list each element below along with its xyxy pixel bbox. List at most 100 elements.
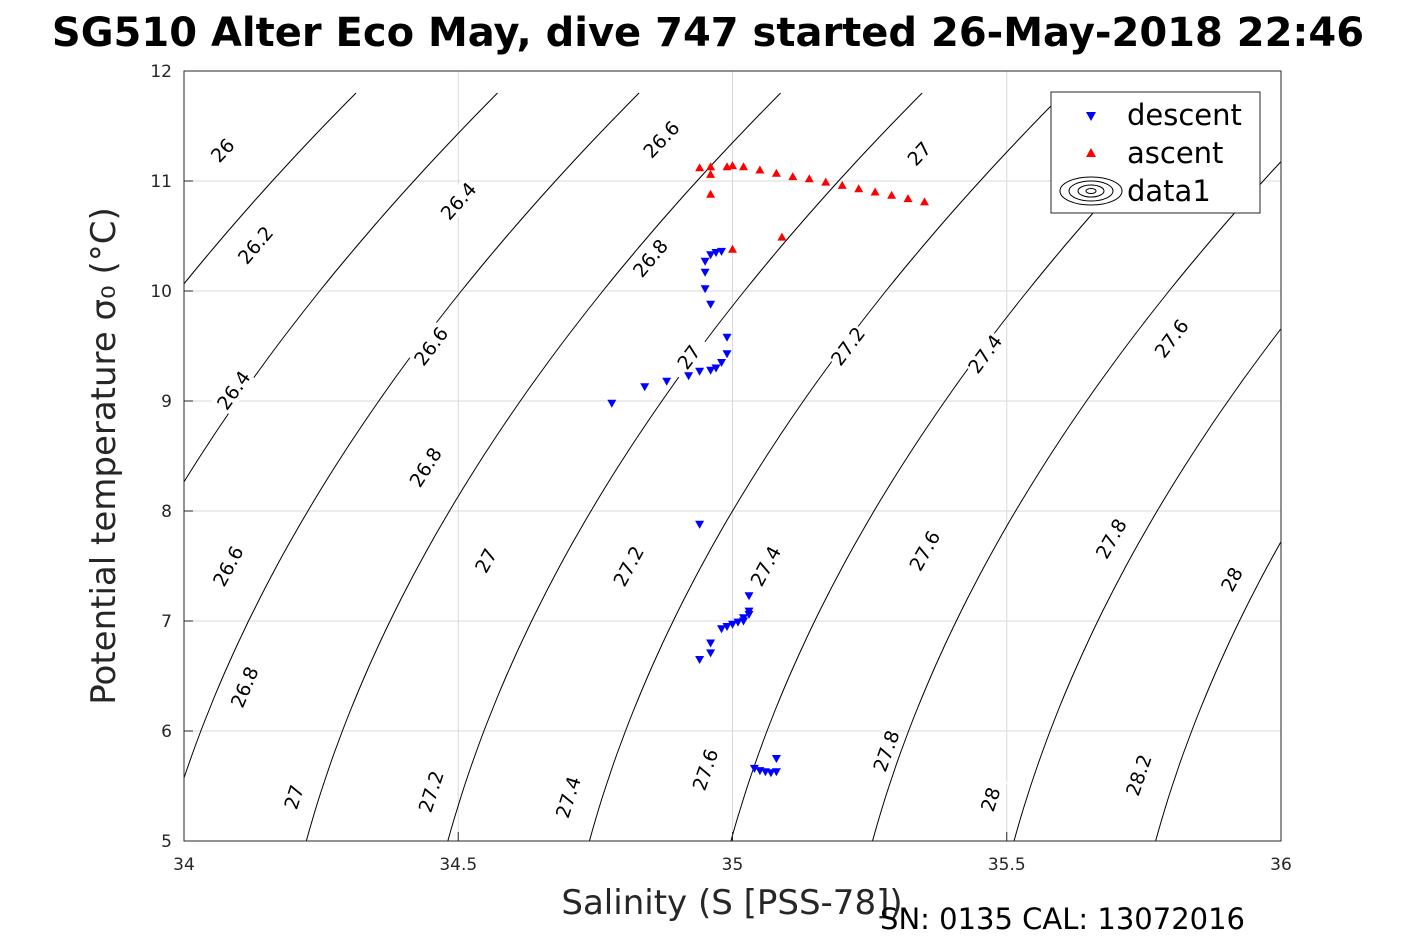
contour-label-bg <box>745 541 786 591</box>
descent-point <box>695 367 705 376</box>
descent-point <box>695 656 705 664</box>
contour-label-bg <box>638 115 685 163</box>
descent-point <box>722 333 732 342</box>
contour-label-bg <box>687 745 723 794</box>
data-markers <box>607 161 929 778</box>
legend-contour-icon <box>1059 176 1123 206</box>
contour-label-bg <box>435 177 482 225</box>
density-contours <box>184 92 1281 841</box>
contour-line <box>1155 540 1281 841</box>
descent-point <box>771 755 781 763</box>
contour-line <box>184 92 498 483</box>
contour-label-bg <box>962 329 1007 378</box>
ascent-point <box>706 169 716 178</box>
descent-point <box>717 247 726 256</box>
descent-point <box>662 377 672 386</box>
descent-point <box>706 649 716 658</box>
contour-label-bg <box>550 772 586 822</box>
descent-point <box>744 607 754 616</box>
descent-point <box>722 350 732 359</box>
y-tick-label: 10 <box>150 282 172 302</box>
legend-ascent-label: ascent <box>1127 136 1223 170</box>
x-tick-label: 34.5 <box>439 855 477 875</box>
ascent-point <box>837 180 847 189</box>
contour-label-bg <box>973 774 1008 824</box>
descent-point <box>728 620 737 629</box>
descent-point <box>700 257 710 266</box>
y-tick-label: 8 <box>161 502 172 522</box>
x-tick-label: 35 <box>722 855 744 875</box>
legend-descent-label: descent <box>1127 98 1242 132</box>
ascent-point <box>706 162 716 171</box>
contour-line <box>588 92 1065 841</box>
contour-label-bg <box>825 321 870 371</box>
ascent-point <box>804 174 814 183</box>
y-tick-label: 7 <box>161 612 172 632</box>
contour-label-bg <box>627 234 673 282</box>
contour-label-bg <box>232 220 278 269</box>
contour-line <box>184 92 640 780</box>
descent-point <box>766 769 776 778</box>
descent-point <box>711 249 721 257</box>
y-tick-label: 12 <box>150 62 172 82</box>
contour-label-bg <box>1149 314 1194 363</box>
ascent-point <box>771 168 781 177</box>
ascent-point <box>755 165 765 174</box>
descent-point <box>607 399 617 408</box>
legend-data1-label: data1 <box>1127 174 1211 208</box>
descent-point <box>711 364 721 373</box>
ascent-point <box>920 197 929 206</box>
contour-label-bg <box>225 662 264 712</box>
descent-point <box>706 639 716 648</box>
contour-line <box>730 92 1206 841</box>
y-tick-label: 6 <box>161 722 172 742</box>
descent-point <box>739 614 748 623</box>
contour-label-bg <box>608 541 649 591</box>
contour-label-bg <box>666 332 711 382</box>
ascent-point <box>728 244 737 253</box>
y-tick-label: 9 <box>161 392 172 412</box>
contour-label-bg <box>868 726 904 776</box>
ascent-point <box>728 161 737 170</box>
x-tick-label: 35.5 <box>988 855 1026 875</box>
y-tick-label: 11 <box>150 172 172 192</box>
contour-line <box>447 92 923 841</box>
ascent-point <box>887 190 897 199</box>
contour-label-bg <box>1090 513 1132 564</box>
axis-ticks: 34 34.5 35 35.5 36 5 6 7 8 9 10 11 12 <box>150 62 1291 875</box>
legend: descent ascent data1 <box>1050 91 1261 214</box>
legend-ascent-marker <box>1086 148 1096 157</box>
serial-calibration-note: SN: 0135 CAL: 13072016 <box>880 902 1245 936</box>
descent-point <box>706 300 716 309</box>
legend-box <box>1050 91 1261 214</box>
ascent-point <box>739 162 748 171</box>
contour-line <box>1013 327 1281 841</box>
x-tick-label: 34 <box>173 855 195 875</box>
descent-point <box>749 764 759 773</box>
ascent-point <box>854 184 864 193</box>
descent-point <box>717 625 726 634</box>
ascent-point <box>821 177 831 186</box>
contour-line <box>184 92 357 285</box>
contour-label-bg <box>199 126 246 174</box>
descent-point <box>706 251 716 260</box>
descent-point <box>700 268 710 277</box>
legend-descent-marker <box>1086 112 1096 121</box>
contour-line <box>305 92 781 841</box>
ascent-point <box>903 194 913 203</box>
descent-point <box>771 768 781 777</box>
contour-label-bg <box>408 321 453 371</box>
contour-label-bg <box>211 365 256 415</box>
y-tick-label: 5 <box>161 832 172 852</box>
contour-label-bg <box>207 541 249 591</box>
contour-label-bg <box>413 767 449 816</box>
contour-label-bg <box>404 442 447 492</box>
contour-label-bg <box>465 535 506 586</box>
descent-point <box>722 623 732 631</box>
ascent-point <box>706 189 716 198</box>
descent-point <box>706 366 716 375</box>
descent-point <box>733 618 743 627</box>
ascent-point <box>695 163 705 172</box>
ascent-point <box>777 232 787 241</box>
contour-label-bg <box>1120 750 1156 800</box>
